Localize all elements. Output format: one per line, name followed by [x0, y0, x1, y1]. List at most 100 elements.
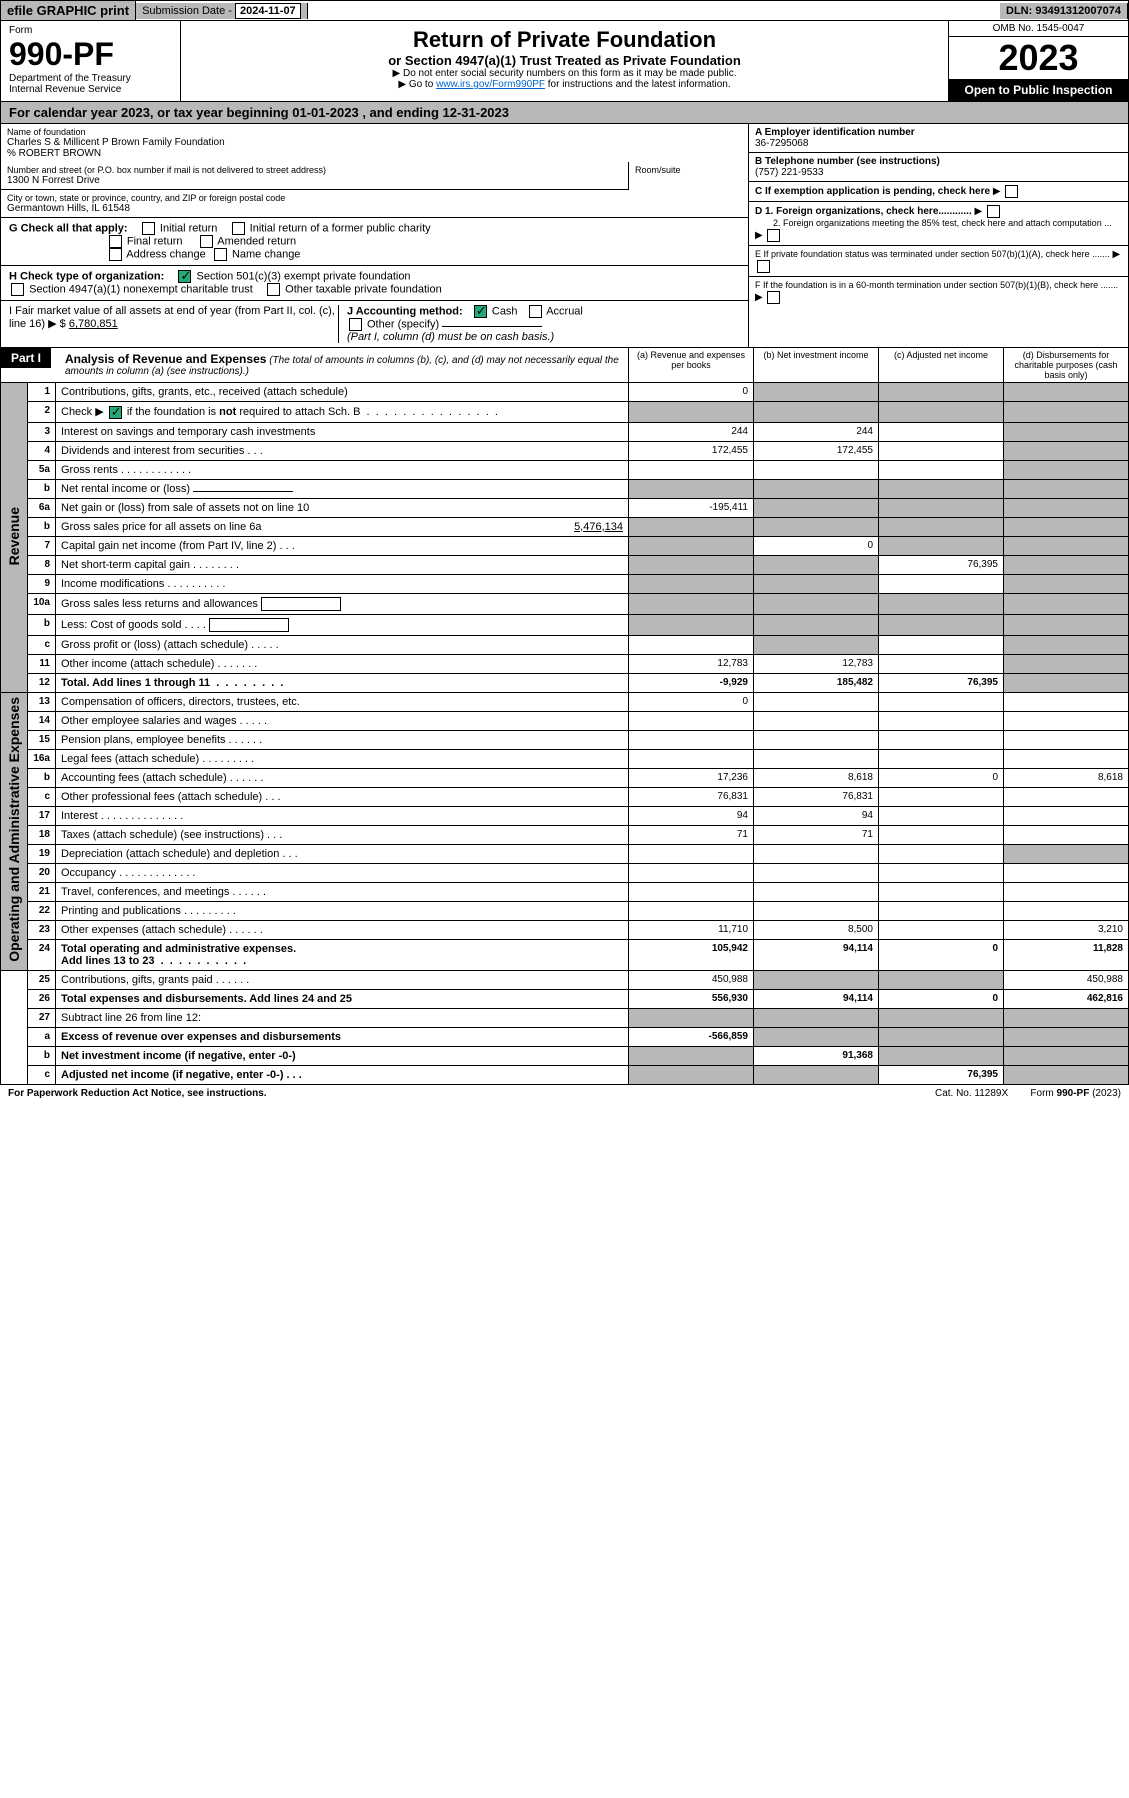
60month-checkbox[interactable] — [767, 291, 780, 304]
accrual-checkbox[interactable] — [529, 305, 542, 318]
foundation-name: Charles S & Millicent P Brown Family Fou… — [7, 137, 742, 148]
col-a-header: (a) Revenue and expenses per books — [628, 348, 753, 382]
entity-info: Name of foundation Charles S & Millicent… — [0, 124, 1129, 348]
table-row: 3Interest on savings and temporary cash … — [1, 422, 1129, 441]
part1-table: Revenue1Contributions, gifts, grants, et… — [0, 383, 1129, 1085]
section-g: G Check all that apply: Initial return I… — [1, 218, 748, 266]
exemption-pending-checkbox[interactable] — [1005, 185, 1018, 198]
table-row: 4Dividends and interest from securities … — [1, 441, 1129, 460]
table-row: bAccounting fees (attach schedule) . . .… — [1, 768, 1129, 787]
irs: Internal Revenue Service — [9, 84, 172, 95]
table-row: 18Taxes (attach schedule) (see instructi… — [1, 825, 1129, 844]
table-row: 7Capital gain net income (from Part IV, … — [1, 536, 1129, 555]
inspection-badge: Open to Public Inspection — [949, 79, 1128, 101]
section-f: F If the foundation is in a 60-month ter… — [755, 280, 1118, 290]
table-row: 15Pension plans, employee benefits . . .… — [1, 730, 1129, 749]
amended-return-checkbox[interactable] — [200, 235, 213, 248]
ein-value: 36-7295068 — [755, 138, 808, 149]
omb: OMB No. 1545-0047 — [949, 21, 1128, 37]
table-row: bGross sales price for all assets on lin… — [1, 517, 1129, 536]
dln: DLN: 93491312007074 — [1000, 3, 1128, 19]
tax-year: 2023 — [949, 37, 1128, 79]
initial-former-checkbox[interactable] — [232, 222, 245, 235]
cat-no: Cat. No. 11289X — [935, 1088, 1008, 1099]
table-row: cGross profit or (loss) (attach schedule… — [1, 635, 1129, 654]
form-header: Form 990-PF Department of the Treasury I… — [0, 21, 1129, 102]
header-bar: efile GRAPHIC print Submission Date - 20… — [0, 0, 1129, 21]
4947-checkbox[interactable] — [11, 283, 24, 296]
terminated-checkbox[interactable] — [757, 260, 770, 273]
ein-label: A Employer identification number — [755, 127, 915, 138]
part1-label: Part I — [1, 348, 51, 368]
table-row: 25Contributions, gifts, grants paid . . … — [1, 970, 1129, 989]
efile-label: efile GRAPHIC print — [1, 1, 136, 20]
form-subtitle: or Section 4947(a)(1) Trust Treated as P… — [187, 53, 942, 68]
pra-notice: For Paperwork Reduction Act Notice, see … — [8, 1088, 267, 1099]
calendar-year: For calendar year 2023, or tax year begi… — [0, 102, 1129, 124]
foreign-85-checkbox[interactable] — [767, 229, 780, 242]
col-b-header: (b) Net investment income — [753, 348, 878, 382]
address-change-checkbox[interactable] — [109, 248, 122, 261]
dept: Department of the Treasury — [9, 73, 172, 84]
final-return-checkbox[interactable] — [109, 235, 122, 248]
name-change-checkbox[interactable] — [214, 248, 227, 261]
form-number: 990-PF — [9, 36, 172, 73]
table-row: 10aGross sales less returns and allowanc… — [1, 593, 1129, 614]
table-row: 11Other income (attach schedule) . . . .… — [1, 654, 1129, 673]
col-c-header: (c) Adjusted net income — [878, 348, 1003, 382]
table-row: bNet rental income or (loss) — [1, 479, 1129, 498]
table-row: 12Total. Add lines 1 through 11 . . . . … — [1, 673, 1129, 692]
501c3-checkbox[interactable] — [178, 270, 191, 283]
other-taxable-checkbox[interactable] — [267, 283, 280, 296]
initial-return-checkbox[interactable] — [142, 222, 155, 235]
section-e: E If private foundation status was termi… — [755, 249, 1110, 259]
section-c: C If exemption application is pending, c… — [755, 186, 990, 197]
table-row: bNet investment income (if negative, ent… — [1, 1046, 1129, 1065]
submission-date: Submission Date - 2024-11-07 — [136, 3, 308, 19]
table-row: 16aLegal fees (attach schedule) . . . . … — [1, 749, 1129, 768]
col-d-header: (d) Disbursements for charitable purpose… — [1003, 348, 1128, 382]
schb-checkbox[interactable] — [109, 406, 122, 419]
table-row: 19Depreciation (attach schedule) and dep… — [1, 844, 1129, 863]
table-row: 9Income modifications . . . . . . . . . … — [1, 574, 1129, 593]
table-row: 5aGross rents . . . . . . . . . . . . — [1, 460, 1129, 479]
city-label: City or town, state or province, country… — [7, 193, 742, 203]
table-row: 6aNet gain or (loss) from sale of assets… — [1, 498, 1129, 517]
table-row: cOther professional fees (attach schedul… — [1, 787, 1129, 806]
note1: ▶ Do not enter social security numbers o… — [187, 68, 942, 79]
section-d2: 2. Foreign organizations meeting the 85%… — [755, 218, 1112, 228]
care-of: % ROBERT BROWN — [7, 148, 742, 159]
table-row: 14Other employee salaries and wages . . … — [1, 711, 1129, 730]
room-label: Room/suite — [635, 165, 742, 175]
tel-value: (757) 221-9533 — [755, 167, 823, 178]
city-state-zip: Germantown Hills, IL 61548 — [7, 203, 742, 214]
cash-checkbox[interactable] — [474, 305, 487, 318]
section-d1: D 1. Foreign organizations, check here..… — [755, 206, 972, 217]
form-label: Form — [9, 25, 172, 36]
name-label: Name of foundation — [7, 127, 742, 137]
table-row: 17Interest . . . . . . . . . . . . . .94… — [1, 806, 1129, 825]
other-method-checkbox[interactable] — [349, 318, 362, 331]
table-row: Operating and Administrative Expenses13C… — [1, 692, 1129, 711]
table-row: 21Travel, conferences, and meetings . . … — [1, 882, 1129, 901]
table-row: 26Total expenses and disbursements. Add … — [1, 989, 1129, 1008]
table-row: 8Net short-term capital gain . . . . . .… — [1, 555, 1129, 574]
table-row: 24Total operating and administrative exp… — [1, 939, 1129, 970]
instructions-link[interactable]: www.irs.gov/Form990PF — [436, 79, 545, 90]
tel-label: B Telephone number (see instructions) — [755, 156, 940, 167]
table-row: 2Check ▶ if the foundation is not requir… — [1, 402, 1129, 423]
fmv-value: 6,780,851 — [69, 318, 118, 330]
street-address: 1300 N Forrest Drive — [7, 175, 622, 186]
table-row: Revenue1Contributions, gifts, grants, et… — [1, 383, 1129, 402]
page-footer: For Paperwork Reduction Act Notice, see … — [0, 1085, 1129, 1102]
table-row: aExcess of revenue over expenses and dis… — [1, 1027, 1129, 1046]
table-row: 20Occupancy . . . . . . . . . . . . . — [1, 863, 1129, 882]
table-row: cAdjusted net income (if negative, enter… — [1, 1065, 1129, 1084]
section-i-j: I Fair market value of all assets at end… — [1, 301, 748, 347]
table-row: bLess: Cost of goods sold . . . . — [1, 614, 1129, 635]
note2: ▶ Go to www.irs.gov/Form990PF for instru… — [187, 79, 942, 90]
section-h: H Check type of organization: Section 50… — [1, 266, 748, 301]
foreign-org-checkbox[interactable] — [987, 205, 1000, 218]
addr-label: Number and street (or P.O. box number if… — [7, 165, 622, 175]
table-row: 22Printing and publications . . . . . . … — [1, 901, 1129, 920]
